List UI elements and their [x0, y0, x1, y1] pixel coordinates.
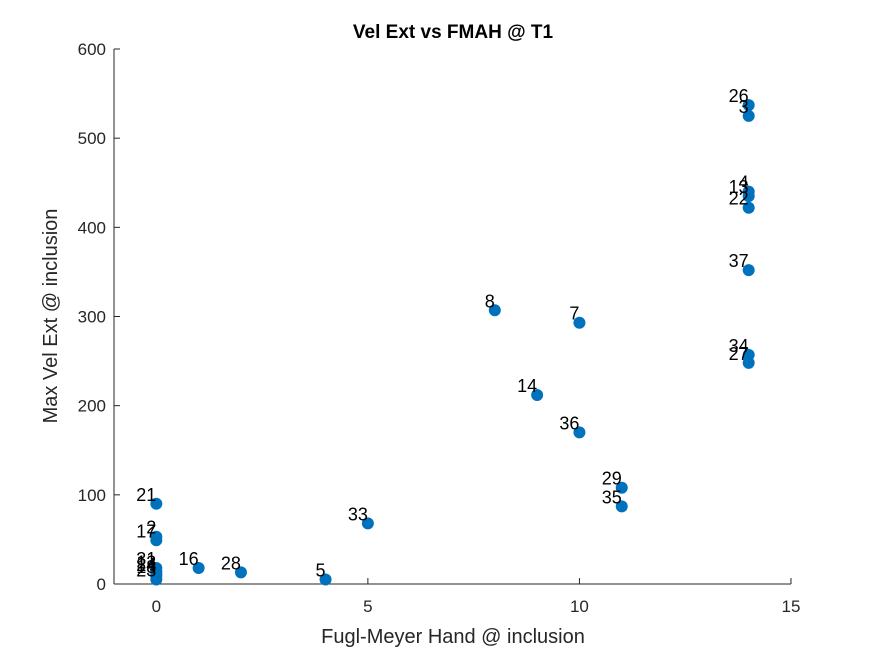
- x-tick-label: 0: [152, 597, 161, 616]
- y-tick-label: 100: [78, 486, 106, 505]
- data-label: 22: [729, 189, 749, 209]
- data-label: 12: [136, 553, 156, 573]
- y-tick-label: 0: [97, 575, 106, 594]
- y-tick-label: 600: [78, 40, 106, 59]
- x-tick-label: 10: [570, 597, 589, 616]
- data-label: 16: [179, 549, 199, 569]
- data-point: [742, 109, 755, 122]
- data-label: 35: [602, 487, 622, 507]
- data-point: [742, 99, 755, 112]
- data-label: 31: [136, 549, 156, 569]
- data-label: 21: [136, 485, 156, 505]
- y-tick-label: 300: [78, 308, 106, 327]
- data-label: 24: [136, 555, 156, 575]
- y-tick-label: 400: [78, 218, 106, 237]
- data-label: 8: [485, 291, 495, 311]
- data-label: 23: [136, 561, 156, 581]
- y-axis-title: Max Vel Ext @ inclusion: [40, 209, 62, 424]
- data-point: [573, 426, 586, 439]
- data-point: [150, 534, 163, 547]
- data-point: [615, 500, 628, 513]
- data-point: [192, 561, 205, 574]
- chart-title: Vel Ext vs FMAH @ T1: [353, 22, 554, 43]
- data-label: 7: [569, 304, 579, 324]
- data-label: 3: [739, 97, 749, 117]
- data-points: [150, 99, 755, 586]
- data-point: [488, 304, 501, 317]
- data-point: [615, 481, 628, 494]
- data-label: 4: [739, 173, 749, 193]
- x-tick-label: 5: [363, 597, 372, 616]
- data-label: 34: [729, 336, 749, 356]
- data-point: [531, 388, 544, 401]
- data-point: [150, 573, 163, 586]
- data-point: [742, 201, 755, 214]
- y-tick-label: 200: [78, 397, 106, 416]
- data-label: 28: [221, 553, 241, 573]
- data-point: [234, 566, 247, 579]
- point-labels: 2634132237342787143629353321217311224182…: [136, 86, 748, 580]
- data-label: 26: [729, 86, 749, 106]
- data-label: 14: [517, 376, 537, 396]
- data-point: [150, 497, 163, 510]
- data-label: 17: [136, 521, 156, 541]
- y-tick-label: 500: [78, 129, 106, 148]
- data-point: [742, 356, 755, 369]
- data-label: 29: [602, 469, 622, 489]
- x-axis-title: Fugl-Meyer Hand @ inclusion: [321, 626, 585, 648]
- data-point: [573, 316, 586, 329]
- data-point: [319, 573, 332, 586]
- data-label: 13: [729, 177, 749, 197]
- data-point: [742, 264, 755, 277]
- axes: 0 5 10 15 0 100 200 300 400 500 600: [78, 40, 801, 616]
- data-label: 27: [729, 344, 749, 364]
- data-label: 2: [146, 518, 156, 538]
- data-point: [361, 517, 374, 530]
- data-label: 18: [136, 557, 156, 577]
- data-label: 5: [316, 561, 326, 581]
- x-tick-label: 15: [782, 597, 801, 616]
- data-label: 33: [348, 504, 368, 524]
- data-label: 36: [559, 413, 579, 433]
- data-point: [742, 190, 755, 203]
- data-label: 37: [729, 251, 749, 271]
